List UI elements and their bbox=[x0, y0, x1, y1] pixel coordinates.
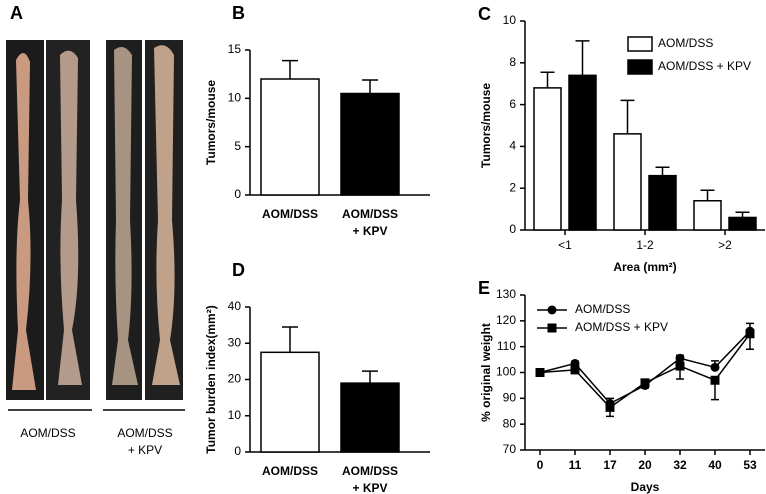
bar bbox=[648, 174, 677, 231]
error-bar bbox=[282, 59, 298, 79]
y-tick-label: 10 bbox=[228, 408, 242, 422]
legend-label: AOM/DSS bbox=[658, 36, 713, 50]
error-bar bbox=[282, 326, 298, 353]
marker bbox=[535, 368, 545, 377]
marker bbox=[675, 353, 685, 363]
panel-label: A bbox=[10, 3, 23, 23]
bar bbox=[613, 133, 642, 231]
error-bar bbox=[362, 79, 378, 94]
bar bbox=[260, 351, 320, 453]
x-tick-label: 17 bbox=[603, 458, 617, 472]
x-tick-label: 40 bbox=[708, 458, 722, 472]
error-bar bbox=[655, 166, 670, 176]
bar bbox=[340, 382, 400, 453]
y-tick-label: 0 bbox=[234, 444, 241, 458]
y-tick-label: 40 bbox=[228, 299, 242, 313]
y-axis-label: Tumors/mouse bbox=[479, 83, 493, 168]
y-tick-label: 2 bbox=[509, 180, 516, 194]
x-tick-label: 0 bbox=[537, 458, 544, 472]
x-tick-label: <1 bbox=[558, 238, 572, 252]
y-tick-label: 0 bbox=[234, 187, 241, 201]
legend-label: AOM/DSS + KPV bbox=[658, 59, 751, 73]
x-tick-label: AOM/DSS + KPV bbox=[342, 464, 398, 494]
y-tick-label: 5 bbox=[234, 139, 241, 153]
y-tick-label: 130 bbox=[496, 287, 516, 301]
x-tick-label: AOM/DSS bbox=[262, 207, 318, 221]
y-tick-label: 4 bbox=[509, 139, 516, 153]
legend-label: AOM/DSS + KPV bbox=[575, 320, 668, 334]
marker bbox=[640, 378, 650, 388]
y-tick-label: 0 bbox=[509, 222, 516, 236]
y-tick-label: 110 bbox=[497, 339, 516, 353]
y-tick-label: 30 bbox=[228, 335, 242, 349]
panel-label: C bbox=[478, 4, 491, 24]
photo-caption: AOM/DSS + KPV bbox=[117, 426, 172, 457]
x-axis-label: Area (mm²) bbox=[613, 260, 676, 274]
bar bbox=[260, 78, 320, 196]
x-tick-label: 1-2 bbox=[636, 238, 654, 252]
panel-label: E bbox=[478, 278, 490, 298]
marker bbox=[547, 323, 557, 333]
marker bbox=[605, 402, 615, 412]
y-tick-label: 90 bbox=[503, 391, 517, 405]
x-tick-label: 53 bbox=[743, 458, 757, 472]
y-tick-label: 8 bbox=[509, 55, 516, 69]
y-tick-label: 120 bbox=[496, 313, 516, 327]
marker bbox=[745, 329, 755, 339]
y-tick-label: 6 bbox=[509, 97, 516, 111]
marker bbox=[675, 361, 685, 371]
legend-label: AOM/DSS bbox=[575, 302, 630, 316]
x-axis-label: Days bbox=[631, 480, 660, 494]
error-bar bbox=[700, 189, 715, 201]
photo-caption: AOM/DSS bbox=[20, 426, 75, 440]
error-bar bbox=[362, 370, 378, 384]
y-tick-label: 100 bbox=[496, 365, 516, 379]
marker bbox=[710, 375, 720, 385]
error-bar bbox=[540, 71, 555, 88]
error-bar bbox=[620, 99, 635, 134]
y-axis-label: Tumor burden index(mm²) bbox=[204, 305, 218, 453]
marker bbox=[547, 305, 557, 315]
legend-swatch bbox=[627, 36, 653, 52]
bar bbox=[533, 87, 562, 231]
x-tick-label: 11 bbox=[569, 458, 582, 472]
error-bar bbox=[575, 40, 590, 76]
bar bbox=[340, 92, 400, 196]
x-tick-label: 32 bbox=[673, 458, 687, 472]
y-tick-label: 80 bbox=[503, 416, 517, 430]
x-tick-label: AOM/DSS bbox=[262, 464, 318, 478]
panel-label: B bbox=[232, 3, 245, 23]
x-tick-label: 20 bbox=[638, 458, 652, 472]
bar bbox=[693, 199, 722, 231]
bar bbox=[568, 74, 597, 231]
legend-swatch bbox=[627, 59, 653, 75]
x-tick-label: >2 bbox=[718, 238, 732, 252]
y-axis-label: Tumors/mouse bbox=[204, 80, 218, 165]
y-axis-label: % original weight bbox=[479, 323, 493, 422]
colon-photos bbox=[6, 40, 183, 400]
y-tick-label: 15 bbox=[228, 42, 242, 56]
error-bar bbox=[735, 211, 750, 218]
panel-label: D bbox=[232, 260, 245, 280]
marker bbox=[710, 362, 720, 372]
y-tick-label: 10 bbox=[503, 13, 517, 27]
y-tick-label: 20 bbox=[228, 372, 242, 386]
x-tick-label: AOM/DSS + KPV bbox=[342, 207, 398, 238]
y-tick-label: 10 bbox=[228, 91, 242, 105]
marker bbox=[570, 365, 580, 375]
bar bbox=[728, 216, 757, 231]
y-tick-label: 70 bbox=[503, 442, 517, 456]
